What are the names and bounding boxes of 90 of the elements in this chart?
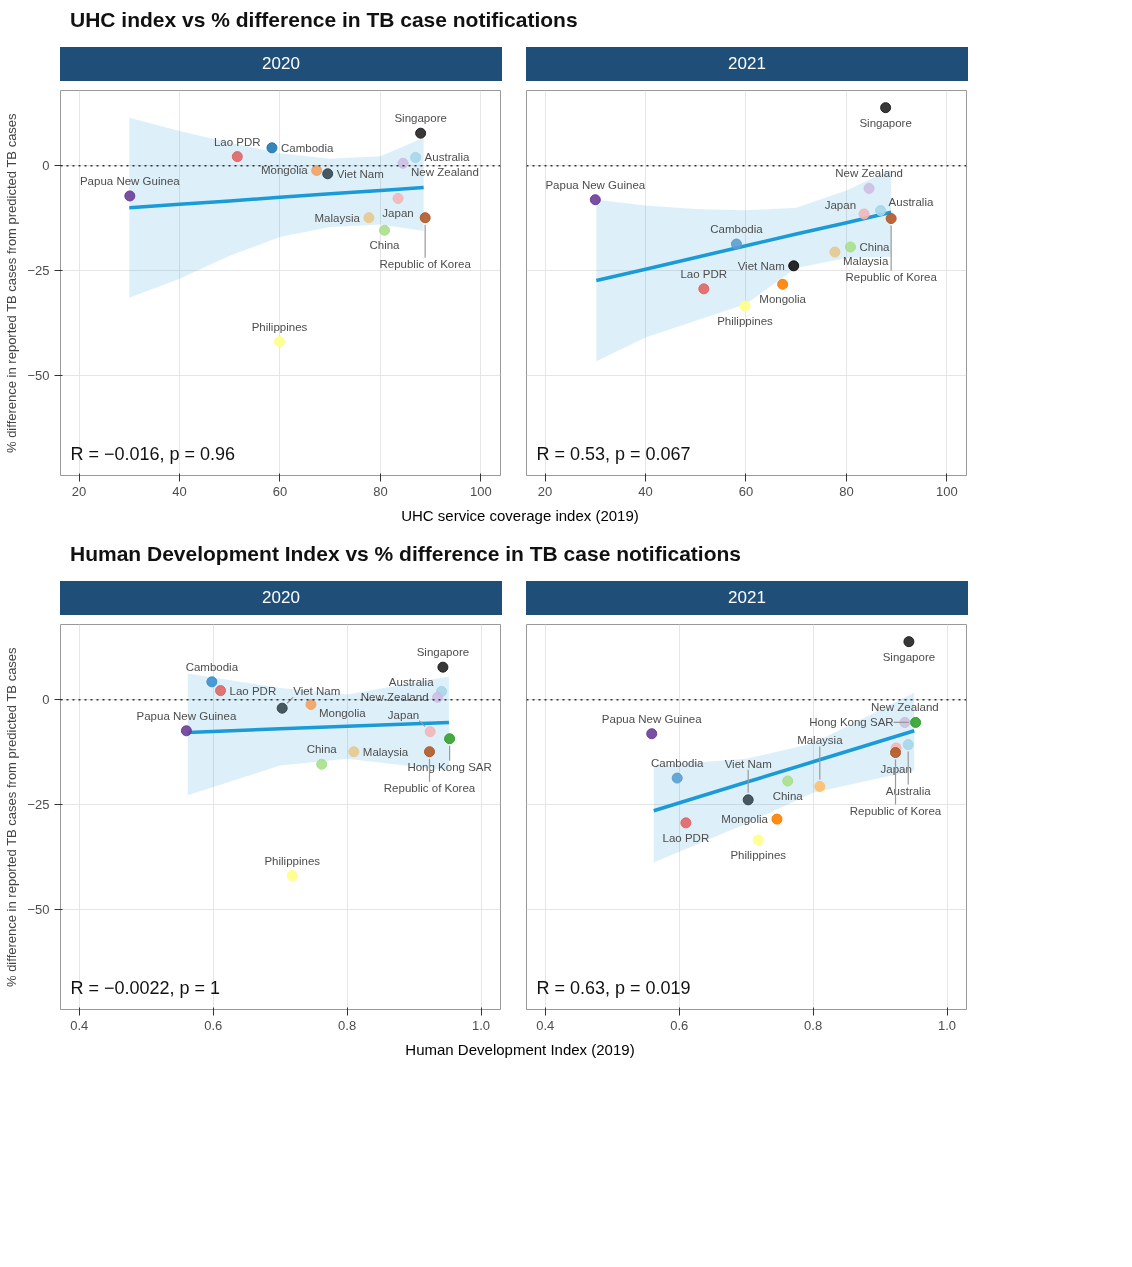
chart-subtitle: 2020 bbox=[262, 586, 300, 609]
series-label: Malaysia bbox=[842, 255, 889, 268]
y-tick-label: −25 bbox=[27, 796, 50, 812]
series-label: Lao PDR bbox=[680, 268, 728, 281]
series-label: Singapore bbox=[859, 116, 912, 129]
series-label: Australia bbox=[888, 195, 934, 208]
x-tick-label: 60 bbox=[738, 483, 754, 499]
series-label: China bbox=[306, 743, 338, 756]
series-label: Australia bbox=[388, 676, 435, 689]
text: Republic of Korea bbox=[845, 270, 938, 283]
series-label: Viet Nam bbox=[336, 168, 384, 181]
annotation: R = 0.63, p = 0.019 bbox=[536, 977, 691, 998]
chart-title: Human Development Index vs % difference in TB case notifications bbox=[70, 540, 741, 567]
series-label: Australia bbox=[424, 151, 470, 164]
series-label: China bbox=[772, 790, 804, 802]
series-label: New Zealand bbox=[360, 691, 429, 704]
text: Malaysia bbox=[797, 734, 844, 747]
series-label: Singapore bbox=[882, 650, 936, 663]
series-label: Papua New Guinea bbox=[601, 712, 703, 725]
series-label: Mongolia bbox=[721, 813, 769, 826]
series-label: Papua New Guinea bbox=[79, 175, 181, 188]
x-tick-label: 0.8 bbox=[338, 1017, 357, 1033]
x-tick-label: 0.4 bbox=[70, 1017, 89, 1033]
series-label: Papua New Guinea bbox=[136, 709, 237, 722]
series-label: Papua New Guinea bbox=[545, 179, 646, 191]
series-label: Japan bbox=[387, 708, 420, 721]
series-label: Viet Nam bbox=[293, 685, 341, 698]
series-label: Mongolia bbox=[318, 707, 367, 720]
series-label: Philippines bbox=[717, 315, 774, 328]
series-label: Singapore bbox=[416, 646, 470, 659]
series-label: Lao PDR bbox=[662, 831, 710, 844]
y-axis-title: % difference in reported TB cases from predicted TB cases bbox=[4, 646, 20, 988]
series-label: Japan bbox=[382, 207, 414, 220]
x-tick-label: 20 bbox=[537, 483, 553, 499]
x-tick-label: 0.6 bbox=[204, 1017, 223, 1033]
x-tick-label: 1.0 bbox=[938, 1017, 957, 1033]
text: Viet Nam bbox=[724, 757, 772, 770]
chart-subtitle: 2020 bbox=[262, 53, 300, 75]
x-tick-label: 40 bbox=[172, 483, 187, 499]
text: Republic of Korea bbox=[379, 258, 472, 270]
series-label: Lao PDR bbox=[229, 684, 277, 697]
series-label: Philippines bbox=[730, 849, 787, 861]
series-label: Malaysia bbox=[362, 745, 409, 758]
series-label: Japan bbox=[824, 199, 857, 212]
chart-title: UHC index vs % difference in TB case notifications bbox=[70, 7, 578, 33]
series-label: New Zealand bbox=[871, 701, 939, 714]
y-tick-label: 0 bbox=[42, 692, 50, 708]
text: Republic of Korea bbox=[383, 781, 476, 794]
annotation: R = −0.016, p = 0.96 bbox=[70, 443, 236, 464]
series-label: Mongolia bbox=[759, 293, 807, 306]
series-label: Philippines bbox=[251, 320, 308, 333]
x-tick-label: 60 bbox=[272, 483, 288, 499]
series-label: Singapore bbox=[394, 112, 447, 125]
series-label: Cambodia bbox=[710, 223, 764, 236]
y-tick-label: −50 bbox=[27, 901, 50, 917]
x-tick-label: 100 bbox=[470, 483, 492, 499]
series-label: Philippines bbox=[264, 854, 321, 867]
x-tick-label: 0.8 bbox=[804, 1017, 823, 1033]
x-tick-label: 0.6 bbox=[670, 1017, 689, 1033]
chart-subtitle: 2021 bbox=[728, 53, 766, 75]
y-tick-label: −50 bbox=[27, 367, 50, 383]
series-label: Malaysia bbox=[314, 212, 361, 224]
series-label: China bbox=[859, 241, 891, 254]
series-label: Japan bbox=[880, 762, 912, 775]
series-label: New Zealand bbox=[411, 166, 479, 179]
x-tick-label: 80 bbox=[839, 483, 854, 499]
y-tick-label: 0 bbox=[42, 158, 50, 174]
x-tick-label: 80 bbox=[373, 483, 388, 499]
annotation: R = 0.53, p = 0.067 bbox=[536, 443, 691, 464]
x-tick-label: 1.0 bbox=[472, 1017, 491, 1033]
series-label: China bbox=[369, 239, 401, 252]
x-tick-label: 0.4 bbox=[536, 1017, 555, 1033]
chart-subtitle: 2021 bbox=[728, 586, 766, 609]
series-label: Cambodia bbox=[280, 142, 334, 155]
y-tick-label: −25 bbox=[27, 263, 50, 279]
series-label: Cambodia bbox=[185, 660, 239, 673]
x-tick-label: 100 bbox=[936, 483, 958, 499]
series-label: Hong Kong SAR bbox=[809, 716, 894, 729]
series-label: Lao PDR bbox=[213, 135, 261, 148]
x-axis-title: Human Development Index (2019) bbox=[405, 1040, 635, 1060]
text: Republic of Korea bbox=[849, 804, 942, 817]
y-axis-title: % difference in reported TB cases from predicted TB cases bbox=[4, 113, 20, 454]
series-label: Mongolia bbox=[261, 164, 309, 177]
x-axis-title: UHC service coverage index (2019) bbox=[401, 506, 639, 527]
annotation: R = −0.0022, p = 1 bbox=[70, 977, 221, 998]
x-tick-label: 20 bbox=[71, 483, 87, 499]
series-label: Viet Nam bbox=[737, 260, 785, 273]
series-label: Cambodia bbox=[650, 757, 704, 770]
series-label: New Zealand bbox=[835, 167, 903, 180]
x-tick-label: 40 bbox=[638, 483, 653, 499]
